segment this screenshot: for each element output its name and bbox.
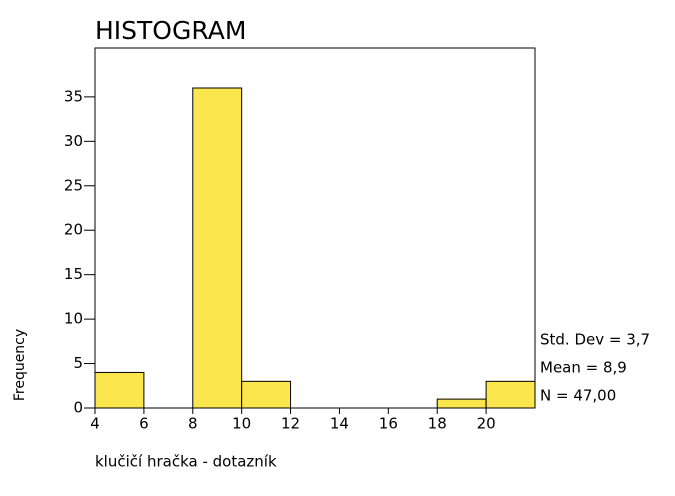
bar (241, 380, 292, 409)
x-tick-label: 10 (232, 415, 251, 433)
x-tick-label: 20 (477, 415, 496, 433)
bar (94, 371, 145, 409)
x-tick-label: 4 (90, 415, 100, 433)
y-tick-label: 25 (64, 176, 83, 194)
x-tick-label: 12 (281, 415, 300, 433)
stat-annotation: N = 47,00 (540, 387, 616, 405)
plot-frame (94, 47, 536, 409)
y-tick-label: 15 (64, 265, 83, 283)
bar (436, 398, 487, 409)
x-tick-label: 8 (188, 415, 198, 433)
chart-title: HISTOGRAM (95, 16, 246, 45)
y-tick-label: 5 (73, 354, 83, 372)
x-tick-label: 6 (139, 415, 149, 433)
x-axis-label: klučičí hračka - dotazník (95, 453, 277, 471)
x-tick-label: 16 (379, 415, 398, 433)
stat-annotation: Std. Dev = 3,7 (540, 331, 650, 349)
stat-annotation: Mean = 8,9 (540, 359, 627, 377)
x-tick-label: 18 (428, 415, 447, 433)
y-tick-label: 35 (64, 87, 83, 105)
y-tick-label: 30 (64, 132, 83, 150)
y-tick-label: 10 (64, 310, 83, 328)
bar (192, 87, 243, 409)
y-tick-label: 0 (73, 399, 83, 417)
x-tick-label: 14 (330, 415, 349, 433)
y-tick-label: 20 (64, 221, 83, 239)
y-axis-label: Frequency (12, 329, 28, 401)
bar (485, 380, 536, 409)
